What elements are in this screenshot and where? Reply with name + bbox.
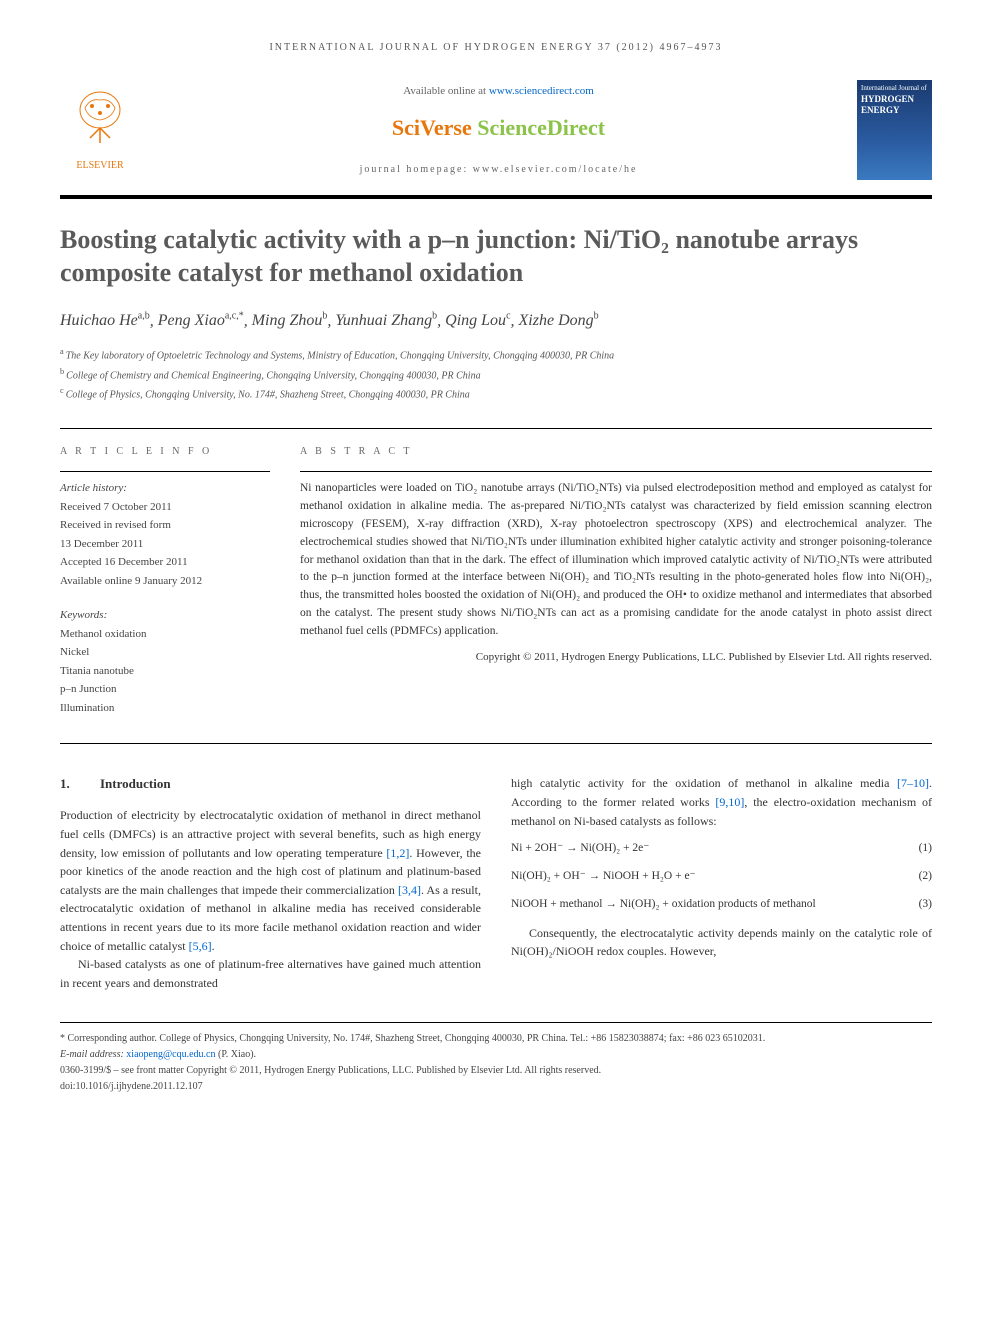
publisher-logo: ELSEVIER [60, 88, 140, 173]
equation-text: Ni + 2OH⁻ → Ni(OH)₂ + 2e⁻ [511, 840, 649, 858]
equation-number: (3) [919, 896, 932, 914]
publisher-name: ELSEVIER [60, 158, 140, 173]
ref-link[interactable]: [3,4] [398, 883, 421, 897]
corresponding-author: * Corresponding author. College of Physi… [60, 1031, 932, 1047]
history-item: Accepted 16 December 2011 [60, 554, 270, 571]
history-label: Article history: [60, 480, 270, 497]
equation-1: Ni + 2OH⁻ → Ni(OH)₂ + 2e⁻ (1) [511, 840, 932, 858]
ref-link[interactable]: [5,6] [189, 939, 212, 953]
history-item: 13 December 2011 [60, 536, 270, 553]
ref-link[interactable]: [9,10] [715, 795, 744, 809]
abstract-copyright: Copyright © 2011, Hydrogen Energy Public… [300, 649, 932, 666]
author: Xizhe Dongb [519, 312, 599, 329]
affiliation: cCollege of Physics, Chongqing Universit… [60, 384, 932, 403]
equation-number: (1) [919, 840, 932, 858]
issn-line: 0360-3199/$ – see front matter Copyright… [60, 1063, 932, 1079]
sciverse-brand: SciVerse ScienceDirect [160, 111, 837, 144]
article-title: Boosting catalytic activity with a p–n j… [60, 224, 932, 289]
body-paragraph: Production of electricity by electrocata… [60, 806, 481, 955]
journal-cover-thumbnail: International Journal of HYDROGEN ENERGY [857, 80, 932, 180]
abstract-text: Ni nanoparticles were loaded on TiO₂ nan… [300, 480, 932, 640]
right-column: high catalytic activity for the oxidatio… [511, 774, 932, 992]
divider [60, 743, 932, 744]
journal-header: ELSEVIER Available online at www.science… [60, 80, 932, 199]
running-head: INTERNATIONAL JOURNAL OF HYDROGEN ENERGY… [60, 40, 932, 55]
abstract-heading: A B S T R A C T [300, 444, 932, 459]
authors-list: Huichao Hea,b, Peng Xiaoa,c,*, Ming Zhou… [60, 309, 932, 333]
article-info-heading: A R T I C L E I N F O [60, 444, 270, 459]
section-title: Introduction [100, 776, 171, 791]
keyword-item: p–n Junction [60, 681, 270, 698]
history-item: Available online 9 January 2012 [60, 573, 270, 590]
affiliations-list: aThe Key laboratory of Optoeletric Techn… [60, 345, 932, 403]
doi-line: doi:10.1016/j.ijhydene.2011.12.107 [60, 1079, 932, 1095]
author: Yunhuai Zhangb [335, 312, 437, 329]
equation-number: (2) [919, 868, 932, 886]
abstract-block: A B S T R A C T Ni nanoparticles were lo… [300, 444, 932, 718]
equation-3: NiOOH + methanol → Ni(OH)₂ + oxidation p… [511, 896, 932, 914]
article-info: A R T I C L E I N F O Article history: R… [60, 444, 270, 718]
divider [60, 471, 270, 472]
email-label: E-mail address: [60, 1049, 126, 1060]
info-abstract-row: A R T I C L E I N F O Article history: R… [60, 444, 932, 718]
available-prefix: Available online at [403, 85, 489, 97]
body-paragraph: Ni-based catalysts as one of platinum-fr… [60, 955, 481, 992]
title-block: Boosting catalytic activity with a p–n j… [60, 224, 932, 403]
body-paragraph: high catalytic activity for the oxidatio… [511, 774, 932, 830]
cover-title: HYDROGEN ENERGY [861, 94, 928, 116]
keywords-label: Keywords: [60, 607, 270, 624]
keyword-item: Methanol oxidation [60, 626, 270, 643]
ref-link[interactable]: [7–10] [897, 776, 929, 790]
email-suffix: (P. Xiao). [215, 1049, 256, 1060]
history-items: Received 7 October 2011Received in revis… [60, 499, 270, 590]
author: Peng Xiaoa,c,* [158, 312, 244, 329]
history-item: Received 7 October 2011 [60, 499, 270, 516]
keyword-item: Titania nanotube [60, 663, 270, 680]
ref-link[interactable]: [1,2] [386, 846, 409, 860]
divider [300, 471, 932, 472]
history-item: Received in revised form [60, 517, 270, 534]
journal-homepage: journal homepage: www.elsevier.com/locat… [160, 162, 837, 177]
body-paragraph: Consequently, the electrocatalytic activ… [511, 924, 932, 961]
cover-supertitle: International Journal of [861, 84, 928, 92]
section-heading: 1.Introduction [60, 774, 481, 794]
affiliation: aThe Key laboratory of Optoeletric Techn… [60, 345, 932, 364]
author: Ming Zhoub [252, 312, 328, 329]
sciencedirect-link[interactable]: www.sciencedirect.com [489, 85, 594, 97]
affiliation: bCollege of Chemistry and Chemical Engin… [60, 365, 932, 384]
keyword-item: Nickel [60, 644, 270, 661]
author: Qing Louc [445, 312, 510, 329]
divider [60, 428, 932, 429]
email-line: E-mail address: xiaopeng@cqu.edu.cn (P. … [60, 1047, 932, 1063]
available-online: Available online at www.sciencedirect.co… [160, 83, 837, 100]
keyword-item: Illumination [60, 700, 270, 717]
email-link[interactable]: xiaopeng@cqu.edu.cn [126, 1049, 215, 1060]
elsevier-tree-icon [70, 88, 130, 148]
equation-text: NiOOH + methanol → Ni(OH)₂ + oxidation p… [511, 896, 816, 914]
equation-2: Ni(OH)₂ + OH⁻ → NiOOH + H₂O + e⁻ (2) [511, 868, 932, 886]
keywords-items: Methanol oxidationNickel Titania nanotube… [60, 626, 270, 717]
author: Huichao Hea,b [60, 312, 150, 329]
footnotes: * Corresponding author. College of Physi… [60, 1022, 932, 1095]
sciencedirect-word: ScienceDirect [477, 115, 605, 140]
section-number: 1. [60, 774, 100, 794]
header-center: Available online at www.sciencedirect.co… [140, 83, 857, 178]
equation-text: Ni(OH)₂ + OH⁻ → NiOOH + H₂O + e⁻ [511, 868, 696, 886]
left-column: 1.Introduction Production of electricity… [60, 774, 481, 992]
body-columns: 1.Introduction Production of electricity… [60, 774, 932, 992]
sciverse-word: SciVerse [392, 115, 477, 140]
